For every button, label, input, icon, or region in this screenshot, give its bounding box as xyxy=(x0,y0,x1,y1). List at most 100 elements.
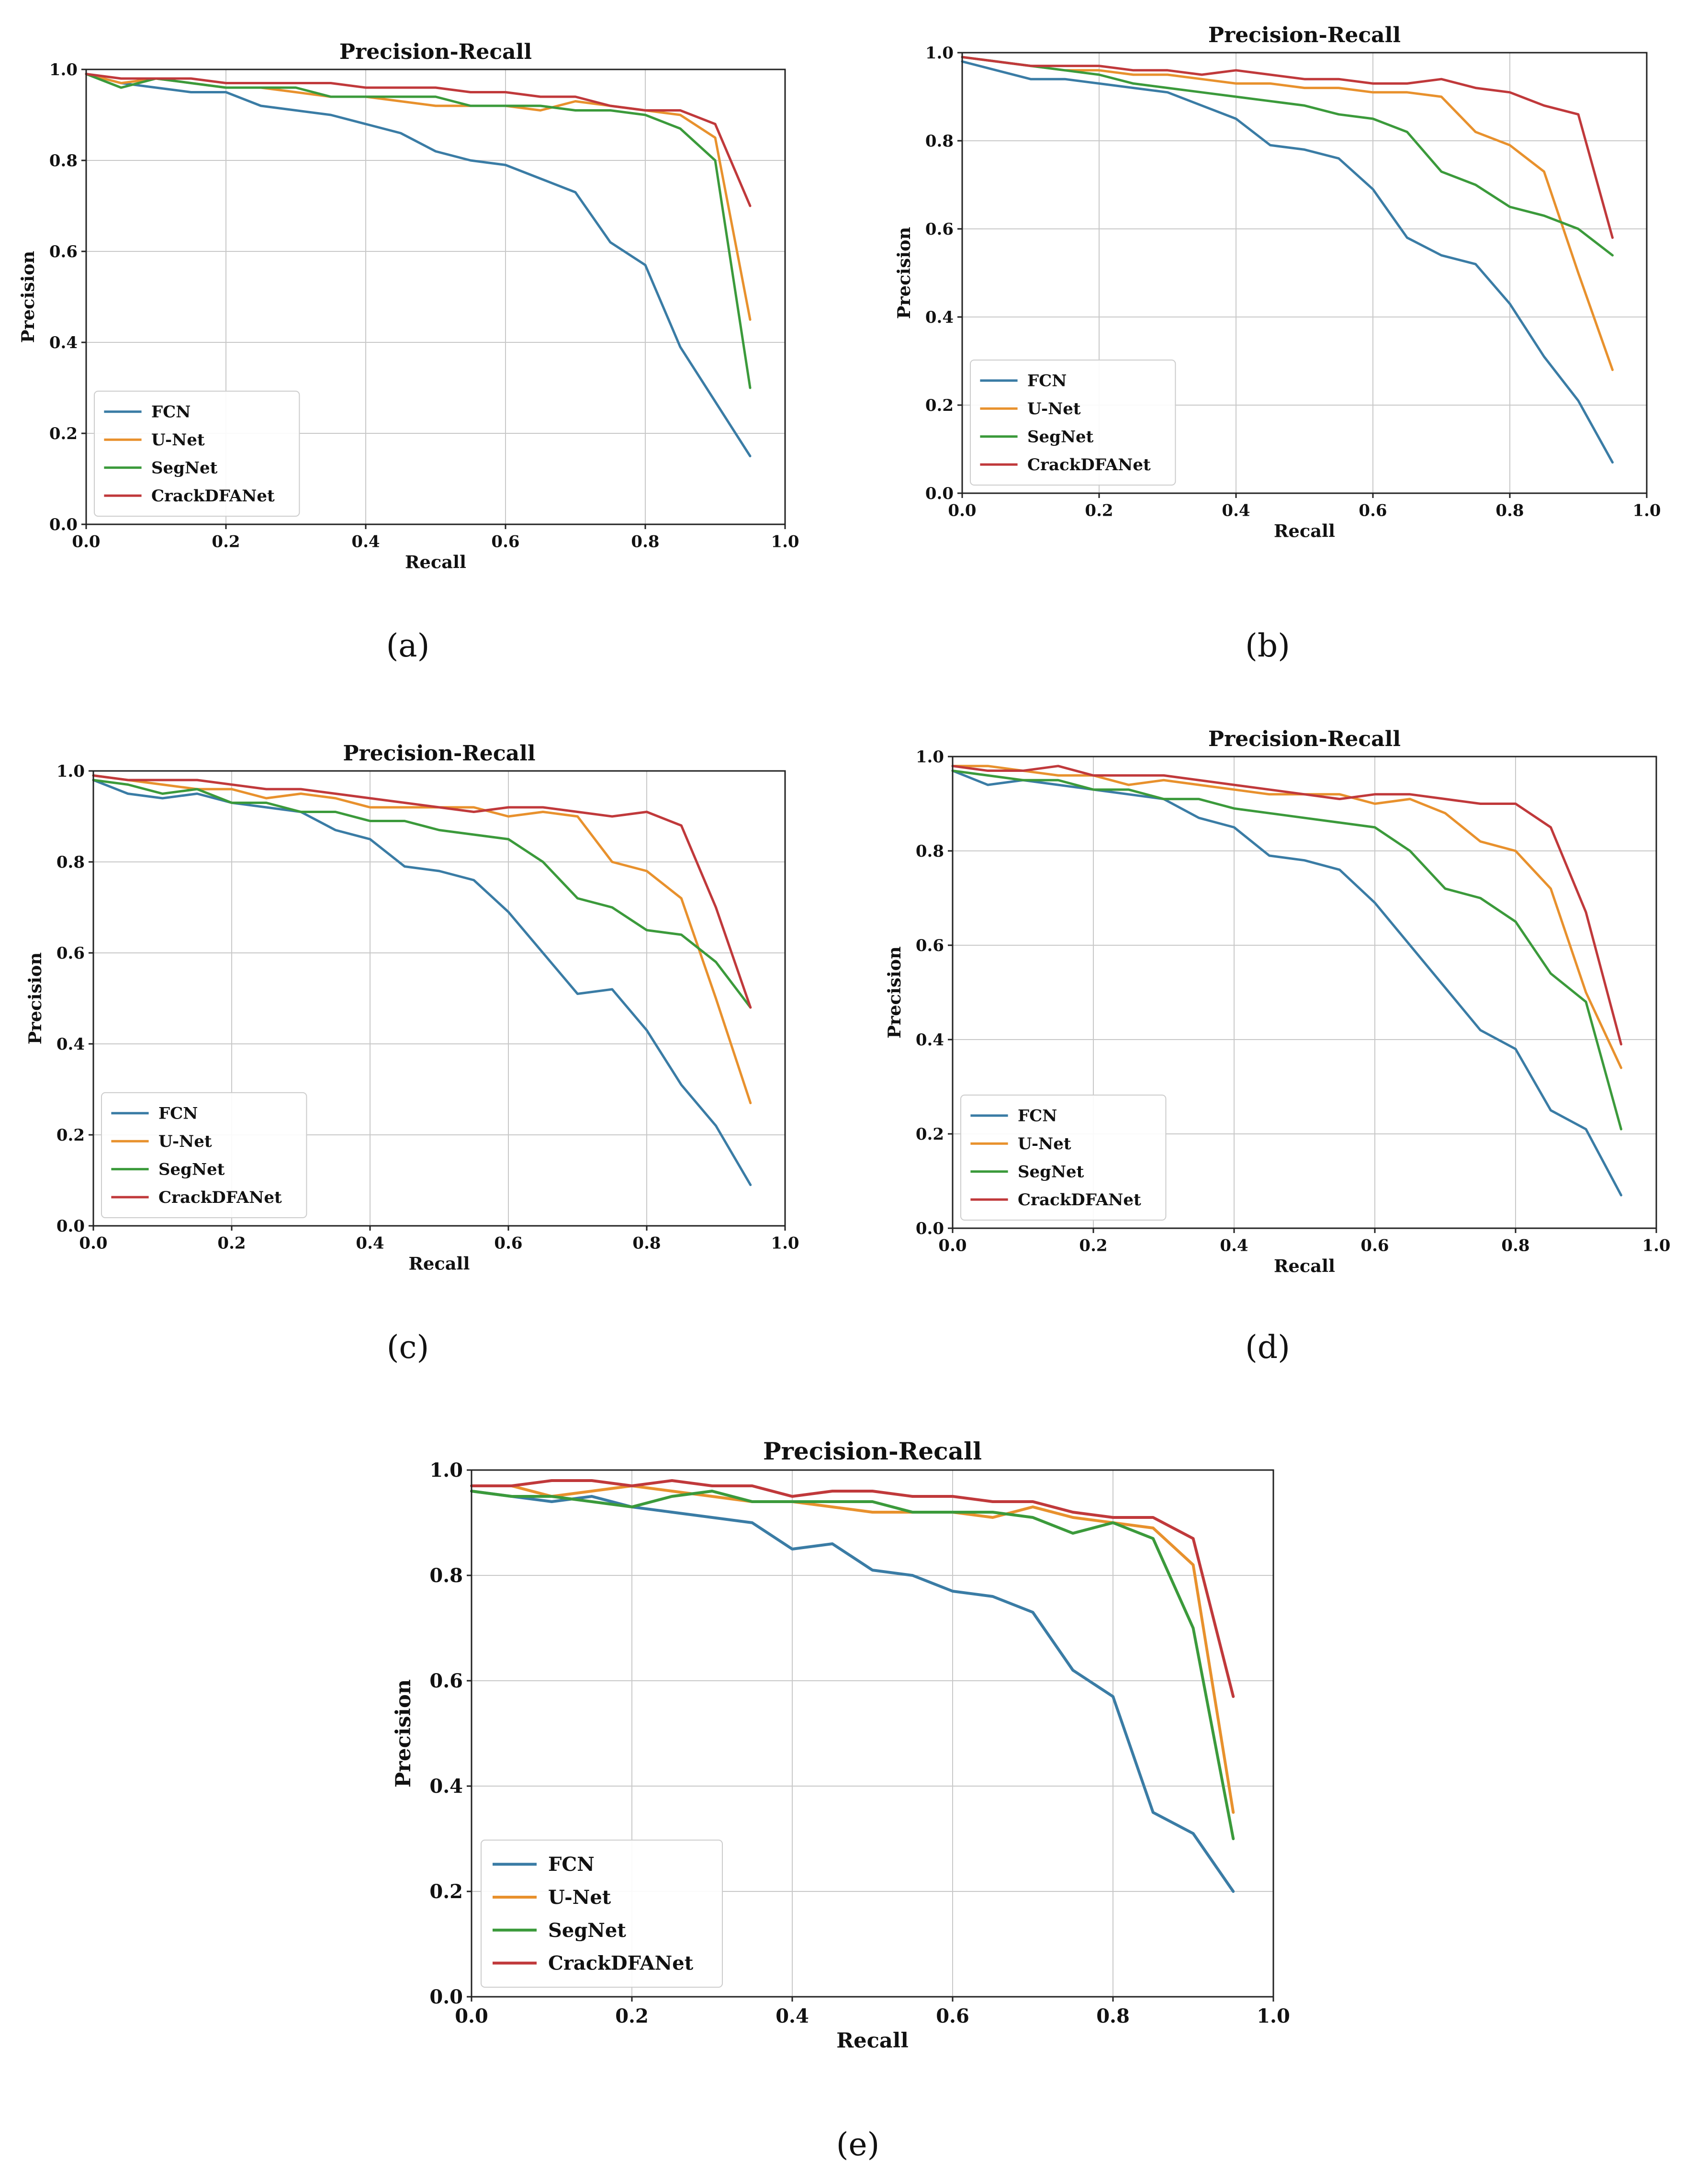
x-axis-label: Recall xyxy=(409,1254,470,1274)
panel-label-c: (c) xyxy=(386,1329,429,1366)
x-tick-label: 0.6 xyxy=(936,2005,969,2027)
x-tick-label: 0.4 xyxy=(1222,501,1250,520)
legend-box xyxy=(960,1094,1167,1221)
y-tick-label: 0.8 xyxy=(56,853,85,872)
legend-label-crackdfanet: CrackDFANet xyxy=(548,1952,694,1975)
series-line-fcn xyxy=(92,779,752,1186)
y-tick-label: 0.0 xyxy=(429,1986,463,2008)
y-tick-label: 0.2 xyxy=(56,1126,85,1145)
legend-label-u-net: U-Net xyxy=(151,430,205,450)
plot-frame xyxy=(471,1469,1274,1998)
x-tick-label: 0.0 xyxy=(948,501,976,520)
x-tick-label: 0.2 xyxy=(615,2005,649,2027)
y-tick-label: 0.2 xyxy=(925,396,954,415)
pr-chart-d: 0.0 0.2 0.4 0.6 0.8 1.0 0.0 0.2 0.4 0.6 0.8 1.0 Prec… xyxy=(884,727,1670,1277)
y-axis-label: Precision xyxy=(25,952,45,1044)
legend-label-u-net: U-Net xyxy=(548,1886,611,1909)
y-tick-label: 0.2 xyxy=(429,1880,463,1903)
series-line-crackdfanet xyxy=(92,774,752,1009)
x-tick-label: 0.8 xyxy=(1501,1236,1529,1255)
x-tick-label: 1.0 xyxy=(1257,2005,1290,2027)
x-tick-label: 0.2 xyxy=(217,1233,246,1253)
x-tick-label: 0.4 xyxy=(1220,1236,1248,1255)
y-tick-label: 0.8 xyxy=(925,132,954,151)
panel-label-d: (d) xyxy=(1245,1329,1290,1366)
plot-frame xyxy=(961,52,1648,494)
x-tick-label: 0.4 xyxy=(775,2005,809,2027)
x-axis-label: Recall xyxy=(1274,1256,1335,1277)
y-tick-label: 0.8 xyxy=(916,842,944,861)
chart-title: Precision-Recall xyxy=(763,1437,982,1465)
x-tick-label: 0.0 xyxy=(79,1233,107,1253)
x-axis-label: Recall xyxy=(836,2028,908,2053)
series-line-crackdfanet xyxy=(951,765,1622,1046)
x-tick-label: 0.6 xyxy=(494,1233,522,1253)
y-tick-label: 0.0 xyxy=(925,484,954,503)
y-tick-label: 0.6 xyxy=(925,220,954,239)
legend-label-segnet: SegNet xyxy=(1027,428,1094,447)
series-line-crackdfanet xyxy=(961,56,1614,239)
series-line-fcn xyxy=(85,73,752,457)
y-tick-label: 0.6 xyxy=(49,242,78,261)
legend-label-u-net: U-Net xyxy=(1018,1134,1071,1154)
y-tick-label: 0.0 xyxy=(49,515,78,534)
chart-panel-c: 0.0 0.2 0.4 0.6 0.8 1.0 0.0 0.2 0.4 0.6 0.8 1.0 Prec… xyxy=(0,723,823,1300)
legend-box xyxy=(101,1092,307,1218)
chart-title: Precision-Recall xyxy=(343,741,535,766)
y-tick-label: 0.4 xyxy=(429,1775,463,1798)
x-tick-label: 0.8 xyxy=(1096,2005,1130,2027)
x-tick-label: 0.6 xyxy=(491,532,519,551)
y-axis-label: Precision xyxy=(884,946,905,1038)
x-tick-label: 0.8 xyxy=(1495,501,1524,520)
y-tick-label: 0.2 xyxy=(49,424,78,443)
legend-label-fcn: FCN xyxy=(548,1853,595,1876)
y-tick-label: 0.8 xyxy=(429,1564,463,1587)
panel-label-e: (e) xyxy=(836,2126,880,2163)
legend-box xyxy=(481,1839,723,1988)
y-tick-label: 1.0 xyxy=(916,747,944,767)
x-tick-label: 1.0 xyxy=(771,1233,799,1253)
x-tick-label: 1.0 xyxy=(771,532,799,551)
x-tick-label: 0.4 xyxy=(351,532,380,551)
legend-label-fcn: FCN xyxy=(158,1104,198,1123)
plot-frame xyxy=(952,756,1657,1229)
series-line-crackdfanet xyxy=(470,1479,1235,1698)
series-line-segnet xyxy=(470,1490,1235,1840)
series-line-u-net xyxy=(92,774,752,1104)
x-tick-label: 0.8 xyxy=(632,1233,661,1253)
series-line-fcn xyxy=(961,60,1614,464)
legend-label-crackdfanet: CrackDFANet xyxy=(1018,1190,1141,1210)
chart-panel-d: 0.0 0.2 0.4 0.6 0.8 1.0 0.0 0.2 0.4 0.6 0.8 1.0 Prec… xyxy=(857,713,1692,1290)
legend-label-crackdfanet: CrackDFANet xyxy=(158,1188,282,1207)
chart-panel-a: 0.0 0.2 0.4 0.6 0.8 1.0 0.0 0.2 0.4 0.6 0.8 1.0 Prec… xyxy=(0,24,823,600)
y-tick-label: 0.4 xyxy=(916,1030,944,1050)
legend-label-u-net: U-Net xyxy=(1027,399,1081,419)
legend-box xyxy=(94,390,300,517)
y-tick-label: 1.0 xyxy=(56,762,85,781)
plot-frame xyxy=(85,68,786,525)
x-axis-label: Recall xyxy=(1274,521,1335,542)
x-tick-label: 0.2 xyxy=(212,532,240,551)
series-line-fcn xyxy=(470,1490,1235,1893)
chart-title: Precision-Recall xyxy=(339,40,532,64)
y-axis-label: Precision xyxy=(391,1679,416,1788)
y-axis-label: Precision xyxy=(18,251,38,343)
series-line-fcn xyxy=(951,769,1622,1197)
chart-title: Precision-Recall xyxy=(1208,727,1401,751)
plot-frame xyxy=(92,770,786,1227)
legend-label-crackdfanet: CrackDFANet xyxy=(1027,455,1151,475)
panel-label-a: (a) xyxy=(386,627,430,664)
legend-label-segnet: SegNet xyxy=(1018,1163,1084,1182)
y-tick-label: 0.0 xyxy=(916,1219,944,1238)
legend-label-u-net: U-Net xyxy=(158,1132,212,1151)
legend-box xyxy=(970,359,1176,486)
x-tick-label: 0.0 xyxy=(455,2005,488,2027)
x-tick-label: 0.2 xyxy=(1079,1236,1107,1255)
y-tick-label: 1.0 xyxy=(49,60,78,79)
y-tick-label: 0.4 xyxy=(56,1035,85,1054)
series-line-u-net xyxy=(470,1484,1235,1814)
y-tick-label: 0.8 xyxy=(49,151,78,170)
series-line-u-net xyxy=(951,765,1622,1069)
y-tick-label: 0.6 xyxy=(916,936,944,955)
series-line-crackdfanet xyxy=(85,73,752,207)
